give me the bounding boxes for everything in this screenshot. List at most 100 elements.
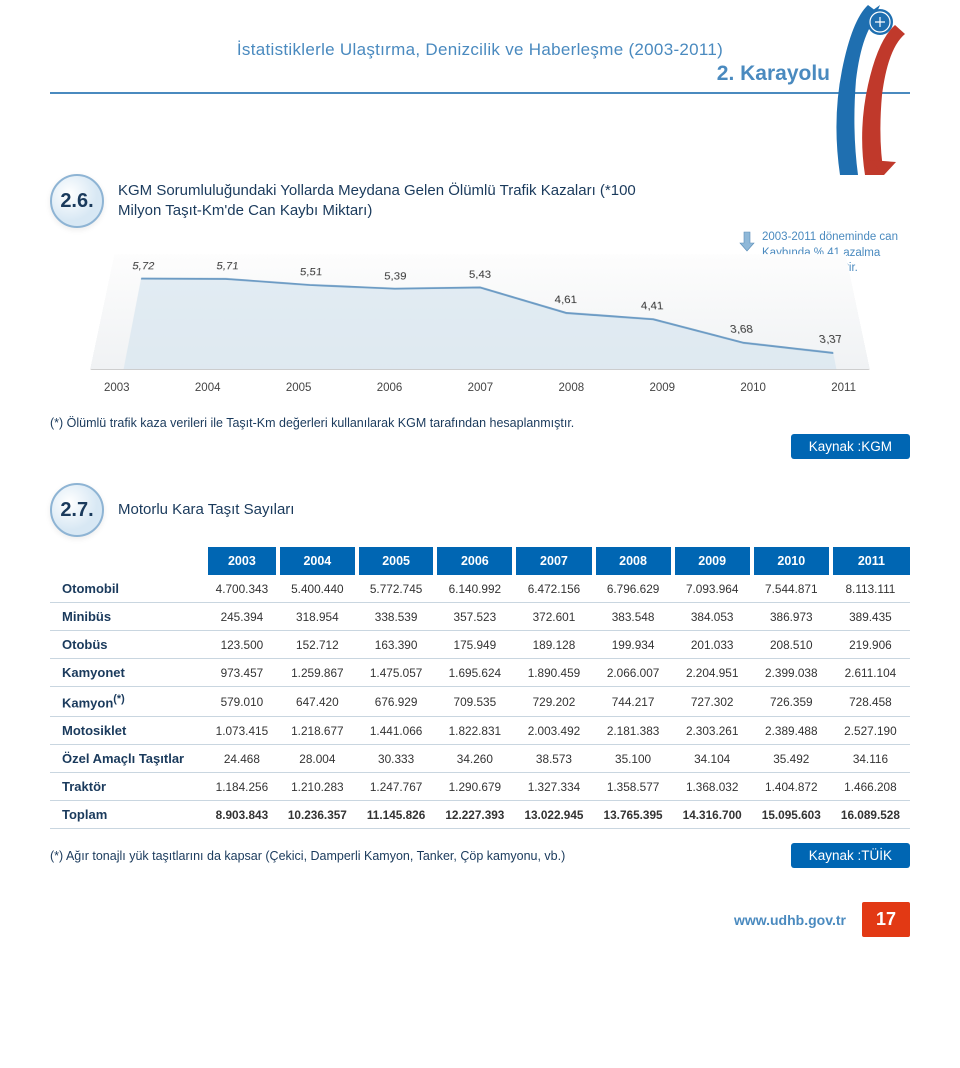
site-url: www.udhb.gov.tr xyxy=(734,912,846,928)
chart-point-label: 3,37 xyxy=(818,333,843,346)
down-arrow-icon xyxy=(738,230,756,252)
table-cell: 208.510 xyxy=(752,631,831,659)
table-cell: 7.093.964 xyxy=(673,575,752,603)
table-cell: 35.100 xyxy=(594,745,673,773)
table-cell: 8.113.111 xyxy=(831,575,910,603)
table-cell: 199.934 xyxy=(594,631,673,659)
banner-arrows-icon xyxy=(810,0,910,180)
chart-value-labels: 5,725,715,515,395,434,614,413,683,37 xyxy=(91,251,869,365)
doc-title: İstatistiklerle Ulaştırma, Denizcilik ve… xyxy=(50,40,910,60)
table-cell: 1.404.872 xyxy=(752,773,831,801)
table-cell: 15.095.603 xyxy=(752,801,831,829)
chart-x-label: 2011 xyxy=(831,382,856,394)
table-cell: 163.390 xyxy=(357,631,435,659)
page-number: 17 xyxy=(862,902,910,937)
table-cell: 6.140.992 xyxy=(435,575,514,603)
table-cell: 35.492 xyxy=(752,745,831,773)
vehicle-table: 200320042005200620072008200920102011 Oto… xyxy=(50,547,910,829)
table-cell: 1.218.677 xyxy=(278,717,357,745)
table-cell: 34.104 xyxy=(673,745,752,773)
table-cell: 2.003.492 xyxy=(514,717,593,745)
chart-point-label: 4,41 xyxy=(640,300,664,312)
header-divider xyxy=(50,92,910,94)
table-cell: 2.389.488 xyxy=(752,717,831,745)
table-cell: 726.359 xyxy=(752,687,831,717)
table-cell: 34.260 xyxy=(435,745,514,773)
table-cell: 11.145.826 xyxy=(357,801,435,829)
table-column-header: 2011 xyxy=(831,547,910,575)
table-cell: 13.765.395 xyxy=(594,801,673,829)
table-cell: 7.544.871 xyxy=(752,575,831,603)
table-cell: 175.949 xyxy=(435,631,514,659)
table-cell: 1.466.208 xyxy=(831,773,910,801)
table-cell: 16.089.528 xyxy=(831,801,910,829)
chart-x-label: 2003 xyxy=(104,382,130,394)
table-cell: 386.973 xyxy=(752,603,831,631)
table-row: Kamyon(*)579.010647.420676.929709.535729… xyxy=(50,687,910,717)
table-cell: 1.368.032 xyxy=(673,773,752,801)
table-row: Toplam8.903.84310.236.35711.145.82612.22… xyxy=(50,801,910,829)
chart-point-label: 4,61 xyxy=(554,294,577,306)
table-cell: 744.217 xyxy=(594,687,673,717)
section-title: Motorlu Kara Taşıt Sayıları xyxy=(118,500,294,520)
table-cell: 2.181.383 xyxy=(594,717,673,745)
table-cell: 1.695.624 xyxy=(435,659,514,687)
table-cell: 1.184.256 xyxy=(206,773,278,801)
table-row: Traktör1.184.2561.210.2831.247.7671.290.… xyxy=(50,773,910,801)
table-cell: 389.435 xyxy=(831,603,910,631)
row-label: Kamyonet xyxy=(50,659,206,687)
table-column-header: 2005 xyxy=(357,547,435,575)
table-cell: 245.394 xyxy=(206,603,278,631)
table-cell: 6.472.156 xyxy=(514,575,593,603)
table-row: Otobüs123.500152.712163.390175.949189.12… xyxy=(50,631,910,659)
table-header-row: 200320042005200620072008200920102011 xyxy=(50,547,910,575)
chart-x-label: 2005 xyxy=(286,382,312,394)
table-cell: 1.210.283 xyxy=(278,773,357,801)
table-cell: 1.441.066 xyxy=(357,717,435,745)
table-cell: 647.420 xyxy=(278,687,357,717)
table-cell: 4.700.343 xyxy=(206,575,278,603)
section-label: 2. Karayolu xyxy=(50,62,910,86)
table-cell: 1.247.767 xyxy=(357,773,435,801)
chart-x-label: 2008 xyxy=(559,382,585,394)
table-cell: 1.327.334 xyxy=(514,773,593,801)
table-cell: 2.066.007 xyxy=(594,659,673,687)
table-cell: 30.333 xyxy=(357,745,435,773)
table-column-header: 2003 xyxy=(206,547,278,575)
table-cell: 1.358.577 xyxy=(594,773,673,801)
chart-point-label: 3,68 xyxy=(729,323,754,336)
table-column-header: 2004 xyxy=(278,547,357,575)
chart-point-label: 5,51 xyxy=(299,266,322,278)
row-label: Traktör xyxy=(50,773,206,801)
table-cell: 34.116 xyxy=(831,745,910,773)
table-cell: 201.033 xyxy=(673,631,752,659)
table-column-header: 2010 xyxy=(752,547,831,575)
table-column-header xyxy=(50,547,206,575)
table-cell: 28.004 xyxy=(278,745,357,773)
chart-x-axis: 200320042005200620072008200920102011 xyxy=(90,382,870,394)
table-column-header: 2007 xyxy=(514,547,593,575)
table-cell: 12.227.393 xyxy=(435,801,514,829)
section-2-7-header: 2.7. Motorlu Kara Taşıt Sayıları xyxy=(50,483,910,537)
table-cell: 13.022.945 xyxy=(514,801,593,829)
table-column-header: 2008 xyxy=(594,547,673,575)
chart-point-label: 5,72 xyxy=(131,260,155,272)
table-cell: 8.903.843 xyxy=(206,801,278,829)
chart-point-label: 5,43 xyxy=(469,269,491,281)
table-cell: 1.890.459 xyxy=(514,659,593,687)
table-row: Minibüs245.394318.954338.539357.523372.6… xyxy=(50,603,910,631)
table-column-header: 2009 xyxy=(673,547,752,575)
section-title: KGM Sorumluluğundaki Yollarda Meydana Ge… xyxy=(118,181,638,222)
chart-x-label: 2004 xyxy=(195,382,221,394)
table-cell: 1.822.831 xyxy=(435,717,514,745)
table-cell: 709.535 xyxy=(435,687,514,717)
row-label: Kamyon(*) xyxy=(50,687,206,717)
table-cell: 973.457 xyxy=(206,659,278,687)
table-row: Otomobil4.700.3435.400.4405.772.7456.140… xyxy=(50,575,910,603)
table-cell: 1.290.679 xyxy=(435,773,514,801)
table-cell: 676.929 xyxy=(357,687,435,717)
page-container: İstatistiklerle Ulaştırma, Denizcilik ve… xyxy=(0,0,960,1068)
chart-x-label: 2009 xyxy=(649,382,675,394)
chart-footnote: (*) Ölümlü trafik kaza verileri ile Taşı… xyxy=(50,416,910,430)
table-footer-row: (*) Ağır tonajlı yük taşıtlarını da kaps… xyxy=(50,843,910,868)
